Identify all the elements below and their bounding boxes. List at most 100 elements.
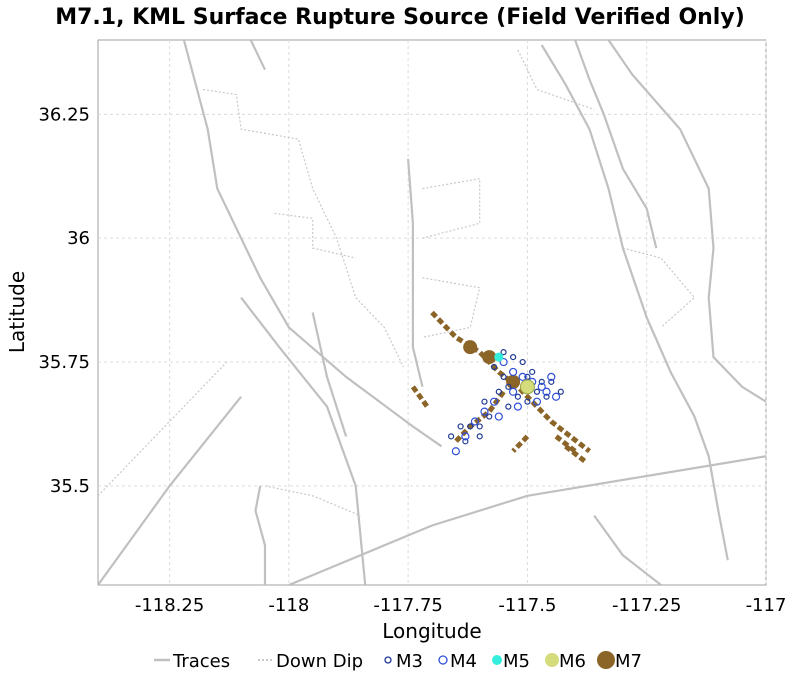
trace-line <box>254 485 267 585</box>
x-tick-label: -117.25 <box>612 595 681 616</box>
legend-label-downdip: Down Dip <box>276 651 363 672</box>
m3-point <box>505 383 512 390</box>
legend-label-traces: Traces <box>172 651 230 672</box>
m3-point <box>500 373 507 381</box>
down-dip-line <box>422 177 481 239</box>
down-dip-line <box>622 247 696 328</box>
m3-point <box>467 423 474 430</box>
y-tick-label: 35.5 <box>50 476 90 497</box>
trace-line <box>607 40 766 403</box>
m3-point <box>495 388 502 395</box>
m7-point <box>463 340 478 355</box>
m3-point <box>514 393 521 400</box>
traces-layer <box>98 40 766 585</box>
down-dip-line <box>202 88 404 368</box>
trace-line <box>249 40 266 71</box>
m4-point <box>509 387 518 396</box>
down-dip-layer <box>98 49 696 517</box>
m4-point <box>451 447 460 456</box>
legend: Traces Down Dip M3 M4 M5 M6 M7 <box>154 651 642 672</box>
m4-point <box>547 372 556 382</box>
x-tick-label: -117 <box>746 595 787 616</box>
m3-point <box>457 423 464 430</box>
y-ticks: 35.5 35.75 36 36.25 <box>38 104 90 497</box>
m3-point <box>447 433 455 440</box>
x-ticks: -118.25 -118 -117.75 -117.5 -117.25 -117 <box>135 595 787 616</box>
y-tick-label: 35.75 <box>38 352 90 373</box>
m3-point <box>462 438 469 445</box>
legend-label-m4: M4 <box>450 651 477 672</box>
y-tick-label: 36 <box>67 228 90 249</box>
m4-point <box>470 417 480 426</box>
m3-point <box>548 378 555 385</box>
m5-point <box>494 352 504 362</box>
m7-point <box>506 374 521 389</box>
legend-label-m7: M7 <box>615 651 642 672</box>
y-tick-label: 36.25 <box>38 104 90 125</box>
down-dip-line <box>517 49 595 110</box>
m4-point <box>537 382 546 391</box>
trace-line <box>288 455 766 585</box>
x-tick-label: -118 <box>268 595 309 616</box>
m7-rupture-segment <box>511 434 530 453</box>
m3-point <box>481 398 488 405</box>
m4-point <box>513 402 522 411</box>
m3-point <box>490 363 498 371</box>
legend-swatch-m7 <box>597 651 615 669</box>
m4-point <box>461 432 470 441</box>
legend-label-m5: M5 <box>503 651 530 672</box>
m3-point <box>476 433 483 440</box>
legend-swatch-m6 <box>545 653 559 667</box>
trace-line <box>540 44 729 561</box>
m7-rupture-segment <box>564 444 587 464</box>
m7-rupture-segment <box>554 434 577 454</box>
down-dip-line <box>264 485 361 517</box>
m4-point <box>499 357 508 367</box>
m3-point <box>510 353 517 361</box>
trace-line <box>574 40 658 249</box>
m3-point <box>524 398 531 405</box>
legend-swatch-m5 <box>492 655 502 665</box>
m3-point <box>543 393 550 400</box>
x-tick-label: -117.5 <box>498 595 556 616</box>
legend-label-m6: M6 <box>559 651 586 672</box>
trace-line <box>240 296 367 585</box>
m3-point <box>519 358 526 366</box>
m4-point <box>494 412 503 421</box>
legend-swatch-m3 <box>384 656 392 664</box>
m3-point <box>557 388 564 395</box>
trace-line <box>182 40 443 448</box>
earthquake-layer <box>447 349 564 456</box>
y-axis-title: Latitude <box>5 271 29 353</box>
m4-point <box>480 407 489 416</box>
m4-point <box>518 372 527 382</box>
m3-point <box>486 413 493 420</box>
trace-line <box>593 514 662 585</box>
down-dip-line <box>274 212 356 259</box>
grid <box>98 40 767 585</box>
x-axis-title: Longitude <box>382 619 481 643</box>
m4-point <box>509 367 518 377</box>
m3-point <box>538 378 545 385</box>
m3-point <box>500 349 507 356</box>
m4-point <box>551 392 561 401</box>
x-tick-label: -118.25 <box>135 595 204 616</box>
legend-label-m3: M3 <box>396 651 423 672</box>
down-dip-line <box>98 361 228 497</box>
trace-line <box>311 312 348 437</box>
m3-point <box>505 403 512 410</box>
trace-line <box>98 396 242 585</box>
m4-point <box>542 387 551 396</box>
legend-swatch-m4 <box>438 655 448 665</box>
m7-rupture-segment <box>410 385 430 409</box>
m3-point <box>529 368 536 376</box>
m3-point <box>476 423 483 430</box>
trace-line <box>407 158 424 388</box>
chart-title: M7.1, KML Surface Rupture Source (Field … <box>55 5 745 30</box>
m3-point <box>533 388 541 395</box>
m4-point <box>532 397 542 406</box>
m7-point <box>482 350 497 365</box>
m4-point <box>489 397 499 406</box>
m6-point <box>519 379 535 395</box>
